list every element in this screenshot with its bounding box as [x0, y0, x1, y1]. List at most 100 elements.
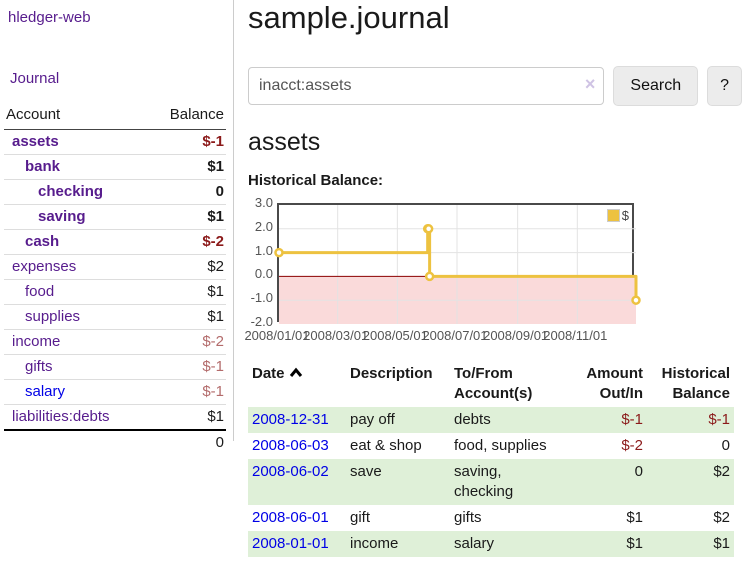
- transaction-date-link[interactable]: 2008-06-02: [252, 463, 329, 480]
- y-axis-tick-label: 2.0: [254, 218, 273, 234]
- x-axis-tick-label: 2008/05/01: [362, 328, 428, 343]
- account-link[interactable]: supplies: [25, 307, 81, 325]
- brand-link[interactable]: hledger-web: [8, 9, 91, 26]
- account-row: income $-2: [4, 328, 226, 354]
- account-balance: $1: [147, 278, 226, 304]
- account-link[interactable]: assets: [12, 132, 59, 150]
- amount-column-header: Amount Out/In: [586, 365, 643, 402]
- balance-column-header: Historical Balance: [661, 365, 730, 402]
- transaction-amount: $-2: [621, 437, 643, 454]
- account-link[interactable]: checking: [38, 182, 104, 200]
- transaction-amount: $-1: [621, 411, 643, 428]
- transaction-date-link[interactable]: 2008-12-31: [252, 411, 329, 428]
- transaction-balance: 0: [721, 437, 730, 454]
- transaction-accounts: debts: [454, 411, 491, 428]
- transaction-description: income: [350, 535, 399, 552]
- y-axis-tick-label: -1.0: [250, 290, 273, 306]
- x-axis-tick-label: 2008/11/01: [543, 328, 608, 343]
- account-row: supplies $1: [4, 303, 226, 329]
- search-input[interactable]: [248, 67, 605, 105]
- chart-legend: $: [606, 208, 629, 223]
- transaction-accounts: gifts: [454, 509, 482, 526]
- account-row: assets $-1: [4, 129, 226, 154]
- account-balance: 0: [147, 178, 226, 204]
- account-link[interactable]: bank: [25, 157, 61, 175]
- y-axis-tick-label: -2.0: [250, 314, 273, 329]
- search-input-wrap: ×: [248, 67, 605, 105]
- account-balance: $-2: [147, 328, 226, 354]
- account-row: salary $-1: [4, 378, 226, 404]
- transaction-row: 2008-12-31 pay off debts $-1 $-1: [248, 407, 734, 433]
- journal-link[interactable]: Journal: [10, 70, 60, 87]
- transaction-description: pay off: [350, 411, 395, 428]
- description-column-header: Description: [350, 365, 433, 382]
- account-row: liabilities:debts $1: [4, 403, 226, 430]
- transaction-row: 2008-06-01 gift gifts $1 $2: [248, 505, 734, 531]
- legend-swatch-icon: [606, 209, 620, 222]
- account-row: expenses $2: [4, 253, 226, 279]
- x-axis-tick-label: 2008/01/01: [244, 328, 310, 343]
- register-header-row: Date Description To/From Account(s) Amou…: [248, 361, 734, 407]
- transaction-description: eat & shop: [350, 437, 422, 454]
- transaction-amount: $1: [626, 509, 643, 526]
- search-button[interactable]: Search: [613, 66, 699, 106]
- balance-column-header: Balance: [147, 103, 226, 130]
- account-link[interactable]: salary: [25, 382, 66, 400]
- chart-plot: $: [274, 203, 641, 324]
- search-form: × Search ?: [248, 66, 742, 106]
- account-row: bank $1: [4, 153, 226, 179]
- transaction-row: 2008-06-02 save saving, checking 0 $2: [248, 459, 734, 505]
- account-link[interactable]: saving: [38, 207, 86, 225]
- account-balance: $1: [147, 403, 226, 430]
- account-balance: $1: [147, 203, 226, 229]
- accounts-column-header: To/From Account(s): [454, 365, 533, 402]
- main-content: sample.journal × Search ? assets Histori…: [244, 0, 742, 557]
- transaction-row: 2008-01-01 income salary $1 $1: [248, 531, 734, 557]
- transaction-row: 2008-06-03 eat & shop food, supplies $-2 0: [248, 433, 734, 459]
- account-link[interactable]: liabilities:debts: [12, 407, 110, 425]
- transaction-amount: $1: [626, 535, 643, 552]
- account-balance: $-1: [147, 353, 226, 379]
- account-heading: assets: [248, 128, 321, 156]
- account-balance: $2: [147, 253, 226, 279]
- account-link[interactable]: expenses: [12, 257, 77, 275]
- date-column-header[interactable]: Date: [248, 361, 346, 407]
- transaction-balance: $2: [713, 509, 730, 526]
- help-button[interactable]: ?: [707, 66, 742, 106]
- transaction-description: save: [350, 463, 382, 480]
- account-row: gifts $-1: [4, 353, 226, 379]
- x-axis-tick-label: 2008/07/01: [422, 328, 488, 343]
- chevron-up-icon: [289, 367, 302, 377]
- account-link[interactable]: income: [12, 332, 61, 350]
- transaction-balance: $1: [713, 535, 730, 552]
- clear-search-icon[interactable]: ×: [584, 74, 596, 94]
- y-axis-tick-label: 3.0: [254, 195, 273, 210]
- account-balance: $-1: [147, 378, 226, 404]
- transaction-accounts: salary: [454, 535, 495, 552]
- account-link[interactable]: cash: [25, 232, 60, 250]
- transaction-date-link[interactable]: 2008-06-01: [252, 509, 329, 526]
- transaction-accounts: food, supplies: [454, 437, 547, 454]
- account-row: food $1: [4, 278, 226, 304]
- accounts-header-row: Account Balance: [4, 103, 226, 130]
- transaction-amount: 0: [634, 463, 643, 480]
- account-row: checking 0: [4, 178, 226, 204]
- register-table: Date Description To/From Account(s) Amou…: [248, 361, 734, 557]
- x-axis-tick-label: 2008/09/01: [483, 328, 549, 343]
- account-link[interactable]: gifts: [25, 357, 53, 375]
- sidebar: hledger-web Journal Account Balance asse…: [0, 0, 234, 456]
- transaction-description: gift: [350, 509, 371, 526]
- x-axis-tick-label: 2008/03/01: [303, 328, 369, 343]
- page-title: sample.journal: [248, 0, 450, 35]
- transaction-balance: $2: [713, 463, 730, 480]
- balance-chart: $ 3.0 2.0 1.0 0.0 -1.0 -2.0 2008/01/01 2008/03/…: [244, 195, 742, 347]
- account-link[interactable]: food: [25, 282, 55, 300]
- transaction-date-link[interactable]: 2008-01-01: [252, 535, 329, 552]
- account-column-header: Account: [4, 103, 148, 130]
- total-spacer: [4, 428, 148, 456]
- total-balance: 0: [147, 428, 226, 456]
- transaction-date-link[interactable]: 2008-06-03: [252, 437, 329, 454]
- chart-canvas: [274, 205, 641, 324]
- y-axis-tick-label: 1.0: [254, 242, 273, 258]
- chart-title: Historical Balance:: [248, 172, 384, 189]
